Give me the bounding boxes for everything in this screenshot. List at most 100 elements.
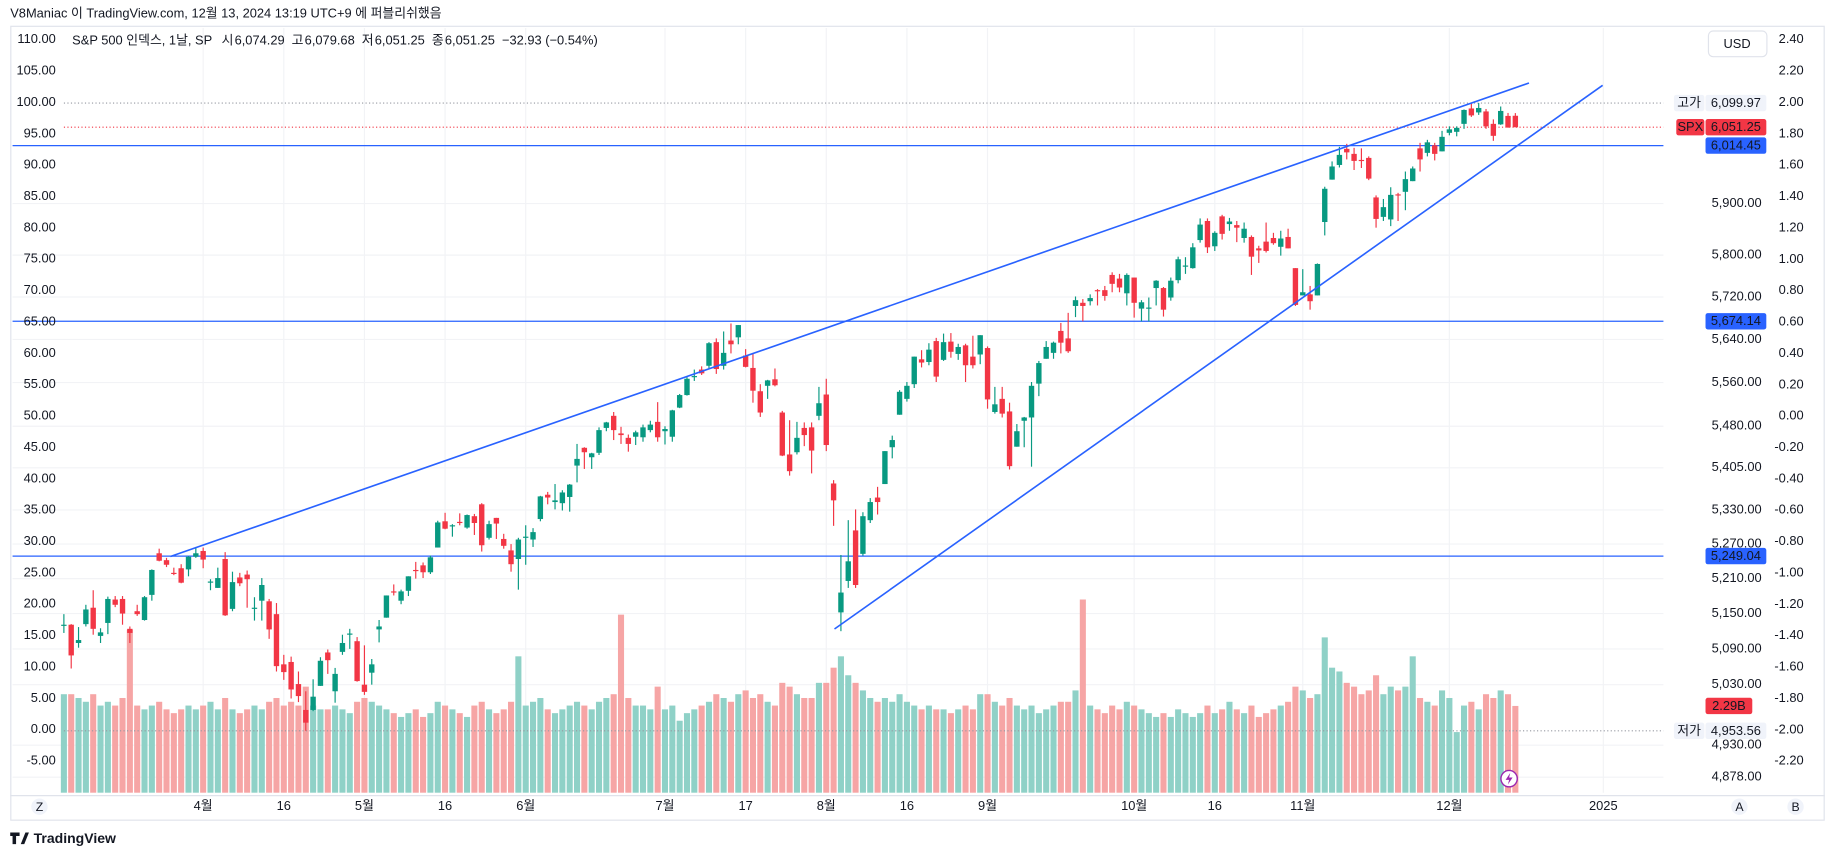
- price-tick-label: 5,090.00: [1712, 640, 1762, 655]
- volume-bar: [420, 716, 427, 793]
- candle-body: [1204, 220, 1211, 248]
- volume-bar: [859, 690, 866, 793]
- candle-body: [779, 412, 785, 456]
- candle-body: [83, 609, 89, 625]
- x-tick-label: 6월: [516, 798, 535, 813]
- price-line-label-box: [1705, 313, 1767, 330]
- candle-body: [1131, 277, 1137, 303]
- volume-bar: [207, 701, 214, 793]
- volume-bar: [251, 705, 258, 793]
- right2-tick-label: -2.00: [1774, 721, 1803, 736]
- volume-bar: [683, 713, 691, 793]
- left-tick-label: 95.00: [24, 125, 56, 140]
- volume-bar: [1035, 713, 1042, 793]
- volume-bar: [793, 694, 800, 793]
- volume-bar: [1241, 713, 1248, 793]
- candle-body: [332, 673, 338, 692]
- candle-body: [940, 342, 947, 360]
- candle-body: [1109, 274, 1115, 284]
- candle-body: [281, 664, 287, 673]
- volume-bar: [1167, 716, 1174, 793]
- low-name-box: [1673, 722, 1705, 740]
- candle-body: [427, 557, 434, 573]
- x-tick-label: 9월: [978, 798, 997, 813]
- x-tick-label: 4월: [194, 798, 213, 813]
- volume-bar: [625, 697, 632, 793]
- trend-line-upper: [170, 82, 1530, 558]
- volume-bar: [764, 701, 771, 793]
- volume-bar: [280, 705, 287, 793]
- candle-body: [603, 422, 610, 428]
- volume-bar: [603, 697, 610, 793]
- price-line-label: 6,014.45: [1711, 138, 1761, 153]
- high-label: 6,099.97: [1711, 95, 1761, 110]
- right2-tick-label: -1.80: [1774, 690, 1803, 705]
- candle-body: [1226, 221, 1233, 225]
- volume-bar: [493, 713, 500, 793]
- candle-body: [1336, 154, 1343, 165]
- volume-bar: [1138, 709, 1145, 793]
- right2-tick-label: 2.20: [1779, 63, 1804, 78]
- volume-bar: [1248, 705, 1255, 793]
- volume-bar: [969, 709, 976, 793]
- x-tick-label: 16: [1208, 798, 1222, 813]
- candle-body: [691, 376, 698, 378]
- candle-body: [229, 582, 236, 609]
- candle-body: [926, 349, 932, 363]
- left-tick-label: 90.00: [24, 157, 56, 172]
- candle-body: [669, 410, 676, 437]
- candle-body: [479, 504, 485, 546]
- volume-bar: [1277, 705, 1284, 793]
- low-label-box: [1705, 722, 1767, 740]
- volume-bar: [273, 697, 280, 793]
- volume-bar: [889, 701, 896, 793]
- volume-bar: [427, 713, 434, 793]
- volume-bar: [1402, 686, 1409, 793]
- volume-bar: [830, 667, 837, 793]
- volume-bar: [60, 694, 67, 793]
- x-tick-label: 16: [438, 798, 452, 813]
- currency-button[interactable]: [1707, 30, 1768, 58]
- candle-body: [801, 427, 807, 436]
- volume-bar: [544, 709, 551, 793]
- volume-bar: [486, 709, 493, 793]
- zoom-button[interactable]: [31, 798, 48, 815]
- candle-body: [515, 539, 522, 560]
- candle-body: [1263, 241, 1269, 251]
- volume-bar: [1365, 690, 1372, 793]
- candle-body: [596, 430, 602, 453]
- x-tick-label: 2025: [1589, 798, 1618, 813]
- candle-body: [904, 385, 910, 399]
- log-button[interactable]: [1787, 798, 1804, 815]
- candle-body: [493, 517, 500, 524]
- candle-body: [1087, 298, 1093, 302]
- x-tick-label: 8월: [817, 798, 836, 813]
- volume-bar: [163, 709, 170, 793]
- candle-body: [1307, 294, 1313, 302]
- volume-bar: [933, 709, 940, 793]
- volume-bar: [214, 709, 221, 793]
- candle-body: [508, 550, 514, 565]
- volume-bar: [442, 705, 449, 793]
- left-tick-label: 40.00: [24, 470, 56, 485]
- volume-bar: [852, 682, 859, 793]
- candle-body: [207, 581, 214, 583]
- volume-bar: [1343, 682, 1350, 793]
- brand-name: TradingView: [34, 830, 116, 846]
- left-tick-label: 110.00: [17, 31, 55, 46]
- right2-tick-label: 1.40: [1779, 188, 1804, 203]
- auto-button[interactable]: [1731, 798, 1748, 815]
- candle-body: [398, 591, 404, 601]
- drawing-layer: [170, 82, 1604, 788]
- candle-body: [222, 559, 228, 616]
- volume-bar: [376, 705, 383, 793]
- candle-body: [273, 614, 280, 667]
- volume-bar: [1123, 701, 1130, 793]
- volume-bar: [1087, 705, 1094, 793]
- volume-bar: [522, 705, 529, 793]
- candle-body: [742, 355, 749, 367]
- candle-body: [449, 525, 456, 527]
- volume-bar: [1263, 713, 1270, 793]
- candle-body: [317, 660, 324, 686]
- volume-bar: [735, 694, 742, 793]
